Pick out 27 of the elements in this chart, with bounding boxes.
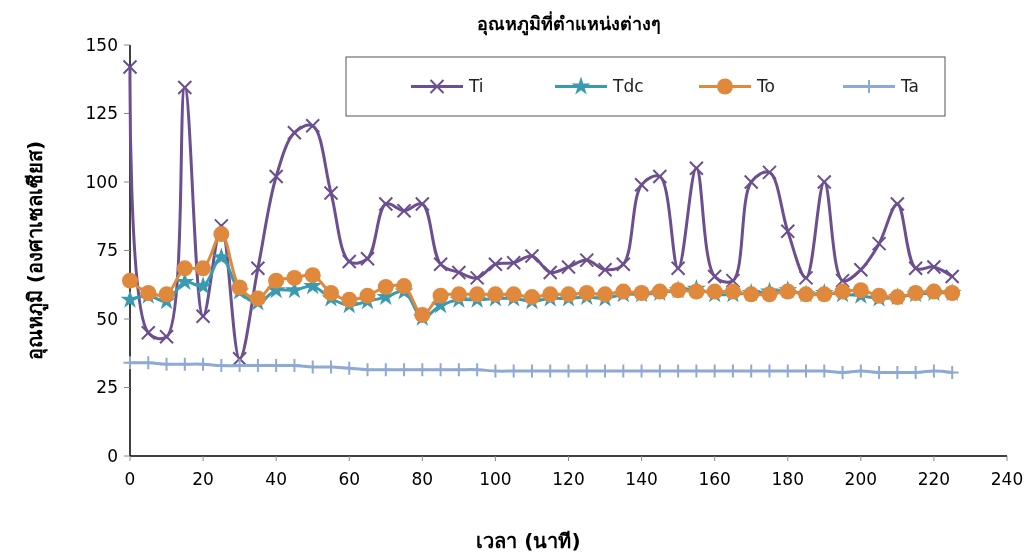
y-tick-label: 150 — [85, 34, 118, 55]
x-tick-label: 0 — [124, 469, 136, 489]
x-tick-label: 100 — [479, 469, 512, 489]
legend-label: Ti — [468, 76, 484, 97]
x-tick-label: 180 — [771, 469, 804, 489]
x-tick-label: 160 — [698, 469, 731, 489]
x-tick-label: 120 — [552, 469, 585, 489]
y-tick-label: 100 — [85, 171, 118, 192]
x-tick-label: 20 — [192, 469, 214, 489]
legend-label: Tdc — [612, 76, 644, 97]
y-tick-label: 50 — [96, 308, 118, 329]
x-tick-label: 220 — [917, 469, 951, 489]
y-tick-label: 25 — [96, 377, 118, 398]
y-axis-title: อุณหภูมิ (องศาเซลเซียส) — [23, 140, 49, 361]
x-tick-label: 240 — [990, 469, 1024, 489]
y-tick-label: 125 — [85, 103, 118, 124]
x-axis-title: เวลา (นาที) — [476, 529, 581, 553]
chart-title: อุณหภูมิที่ตำแหน่งต่างๆ — [476, 11, 661, 36]
x-tick-label: 140 — [625, 469, 658, 489]
legend-label: Ta — [900, 76, 919, 97]
y-tick-label: 0 — [107, 445, 118, 466]
y-tick-label: 75 — [96, 240, 118, 261]
x-tick-label: 40 — [265, 469, 287, 489]
legend-label: To — [756, 76, 775, 97]
x-tick-label: 200 — [844, 469, 878, 489]
x-tick-label: 80 — [411, 469, 434, 489]
x-tick-label: 60 — [338, 469, 361, 489]
